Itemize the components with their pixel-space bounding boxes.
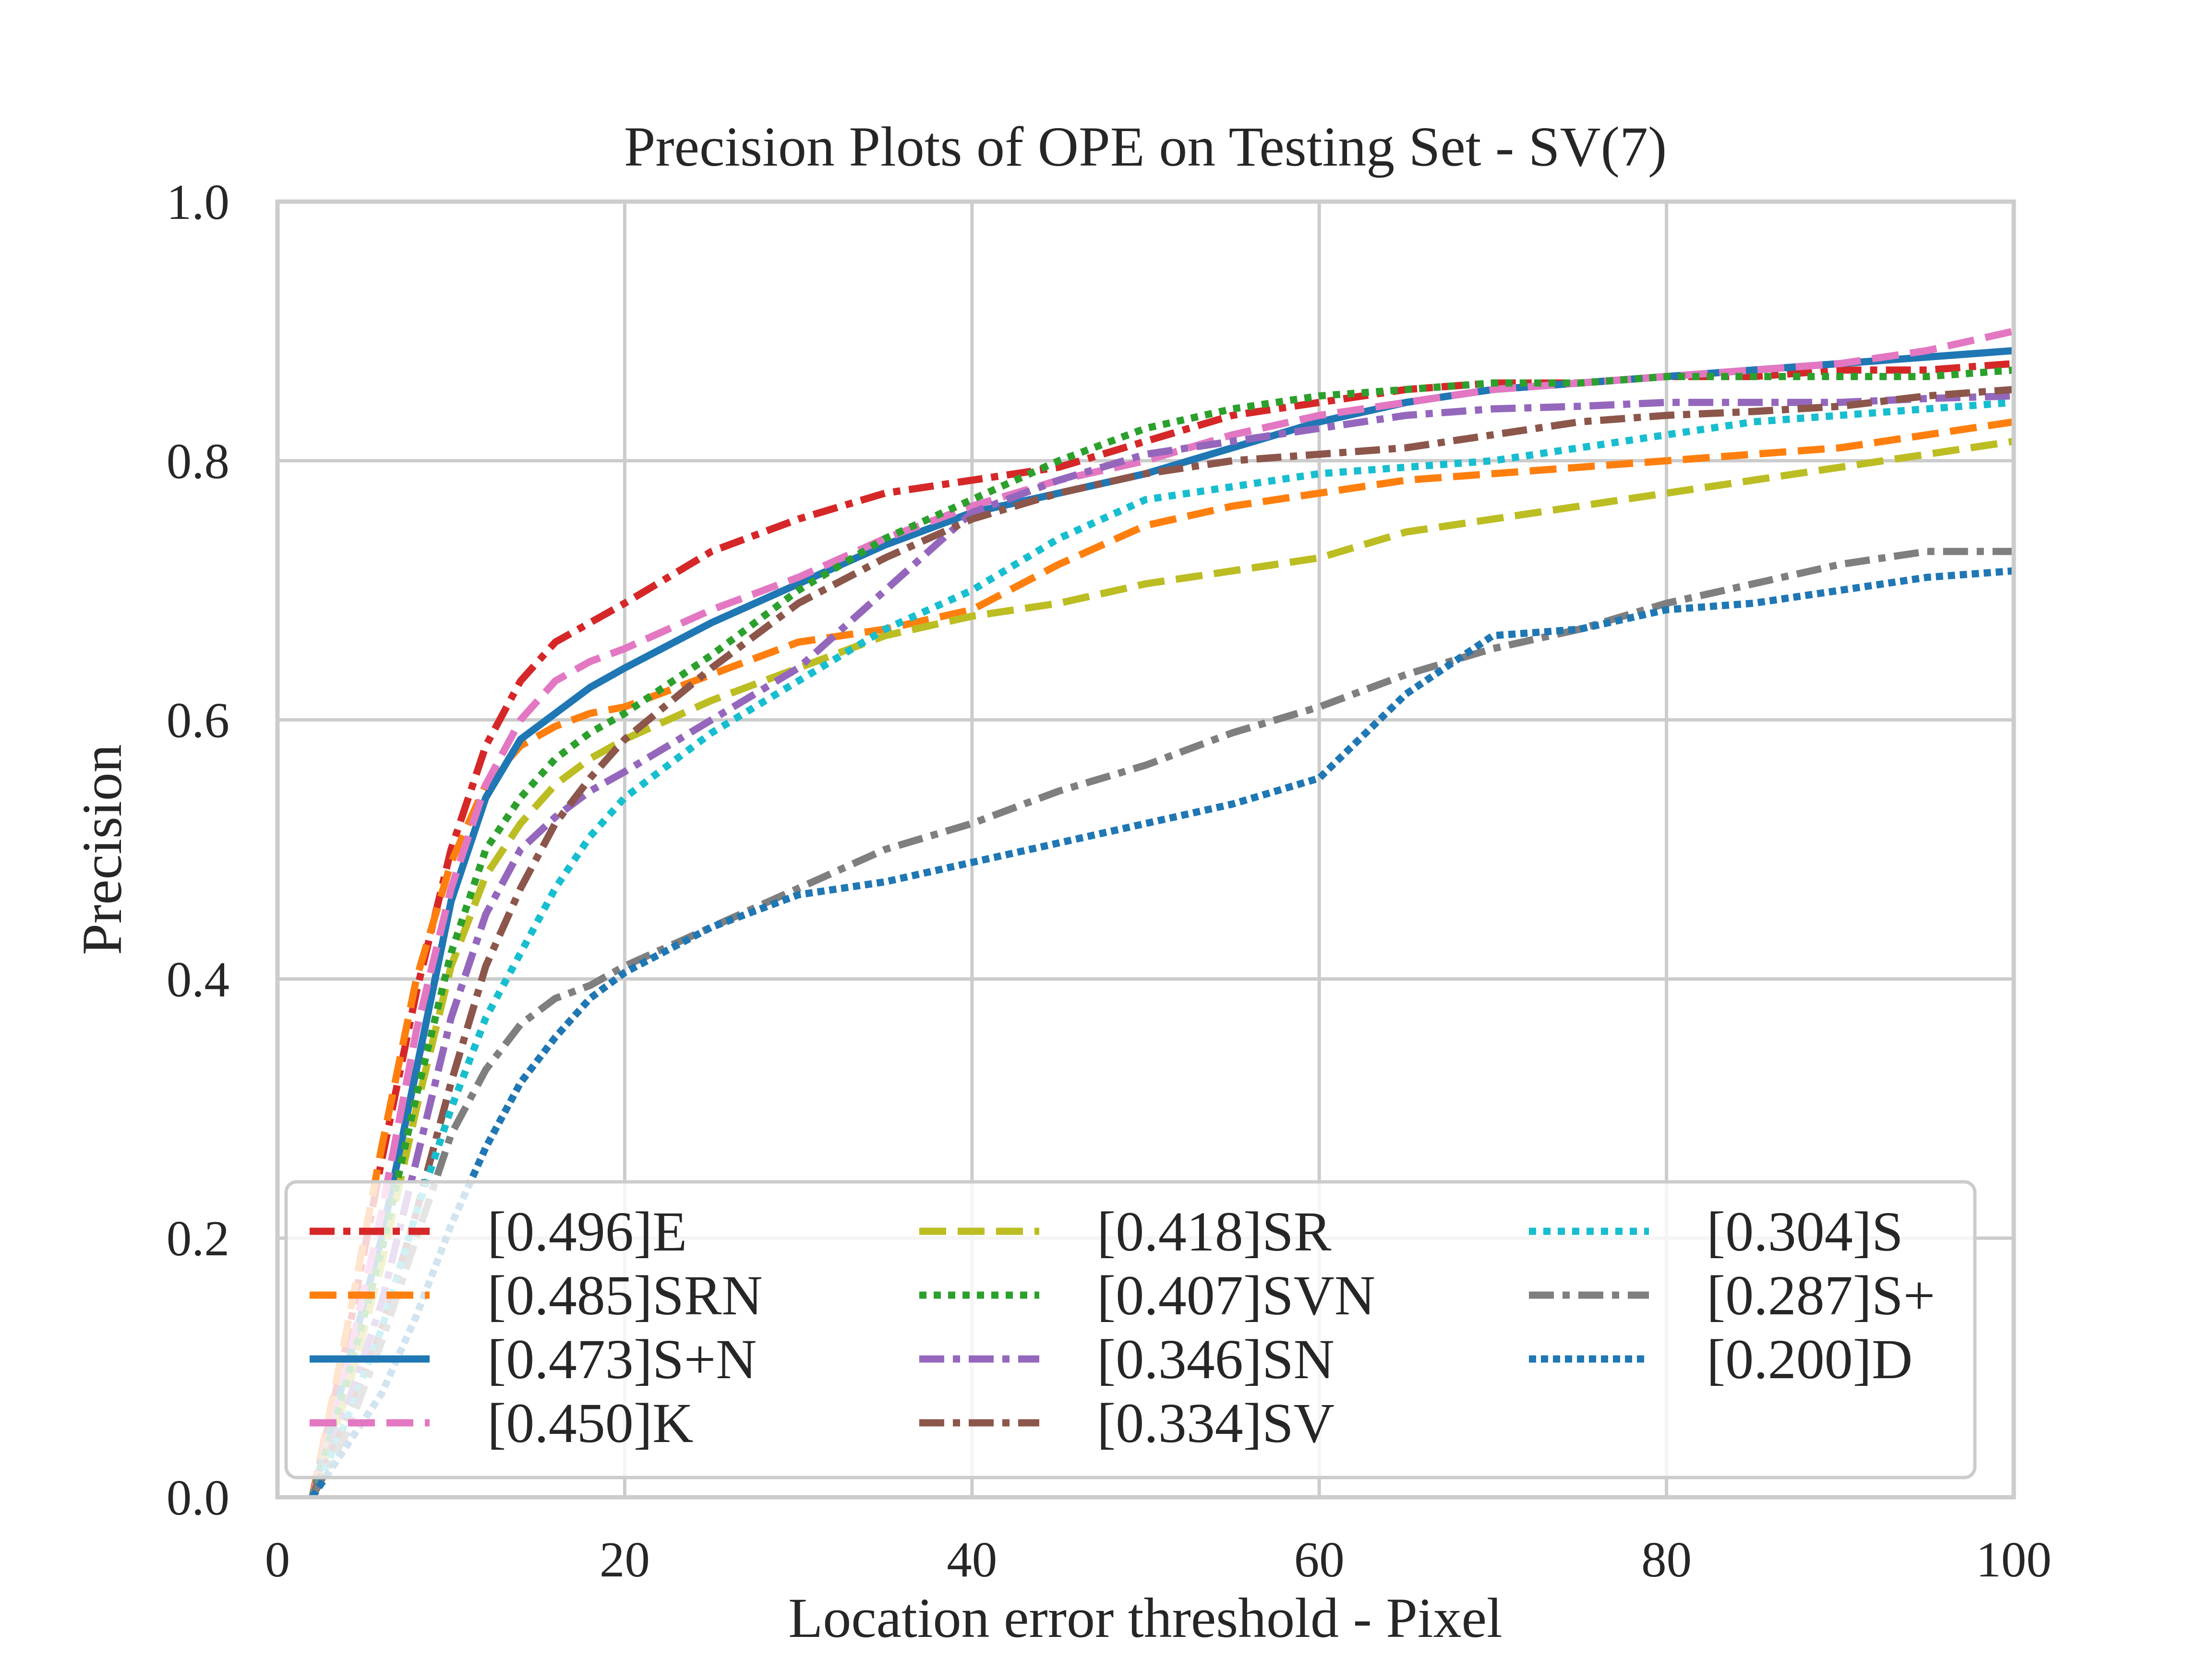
legend-label-0-485-srn: [0.485]SRN (487, 1264, 763, 1327)
legend-box (284, 1180, 1977, 1479)
series-line-0-334-sv (309, 385, 2014, 1499)
series-line-0-418-sr (309, 437, 2015, 1499)
legend-label-0-450-k: [0.450]K (487, 1392, 693, 1455)
series-layer (308, 327, 2015, 1500)
x-tick-label: 40 (947, 1531, 997, 1587)
y-tick-label: 0.2 (167, 1210, 229, 1266)
legend-label-0-496-e: [0.496]E (487, 1200, 687, 1263)
legend-label-0-473-s-n: [0.473]S+N (487, 1328, 757, 1391)
legend-label-0-418-sr: [0.418]SR (1097, 1200, 1332, 1263)
x-tick-label: 60 (1294, 1531, 1345, 1587)
series-line-0-485-srn (308, 418, 2015, 1498)
legend-label-0-346-sn: [0.346]SN (1097, 1328, 1334, 1391)
y-axis-label: Precision (71, 744, 133, 955)
x-tick-label: 100 (1976, 1531, 2052, 1587)
x-tick-label: 0 (265, 1531, 290, 1587)
x-tick-label: 20 (600, 1531, 650, 1587)
tick-layer: 0 20 40 60 80 100 0.0 0.2 0.4 0.6 0.8 1.0 (167, 174, 2052, 1587)
y-tick-label: 0.4 (167, 951, 229, 1007)
x-tick-label: 80 (1641, 1531, 1692, 1587)
legend-label-0-407-svn: [0.407]SVN (1097, 1264, 1375, 1327)
plot-frame (275, 199, 2016, 1500)
legend-label-0-304-s: [0.304]S (1707, 1200, 1903, 1263)
y-tick-label: 0.0 (167, 1469, 229, 1526)
series-line-0-200-d (309, 567, 2014, 1500)
legend-label-0-334-sv: [0.334]SV (1097, 1392, 1334, 1455)
y-tick-label: 0.8 (167, 433, 229, 489)
legend-label-0-200-d: [0.200]D (1707, 1328, 1912, 1391)
series-line-0-346-sn (309, 392, 2014, 1499)
series-line-0-304-s (309, 398, 2014, 1499)
series-line-0-407-svn (309, 366, 2014, 1499)
chart-title: Precision Plots of OPE on Testing Set - … (624, 115, 1667, 178)
y-tick-label: 1.0 (167, 174, 229, 230)
series-line-0-287-s (309, 548, 2014, 1499)
y-tick-label: 0.6 (167, 692, 229, 748)
legend-label-0-287-s: [0.287]S+ (1707, 1264, 1935, 1327)
legend: [0.496]E[0.485]SRN[0.473]S+N[0.450]K [0.4… (284, 1180, 1977, 1479)
x-axis-label: Location error threshold - Pixel (788, 1587, 1503, 1649)
